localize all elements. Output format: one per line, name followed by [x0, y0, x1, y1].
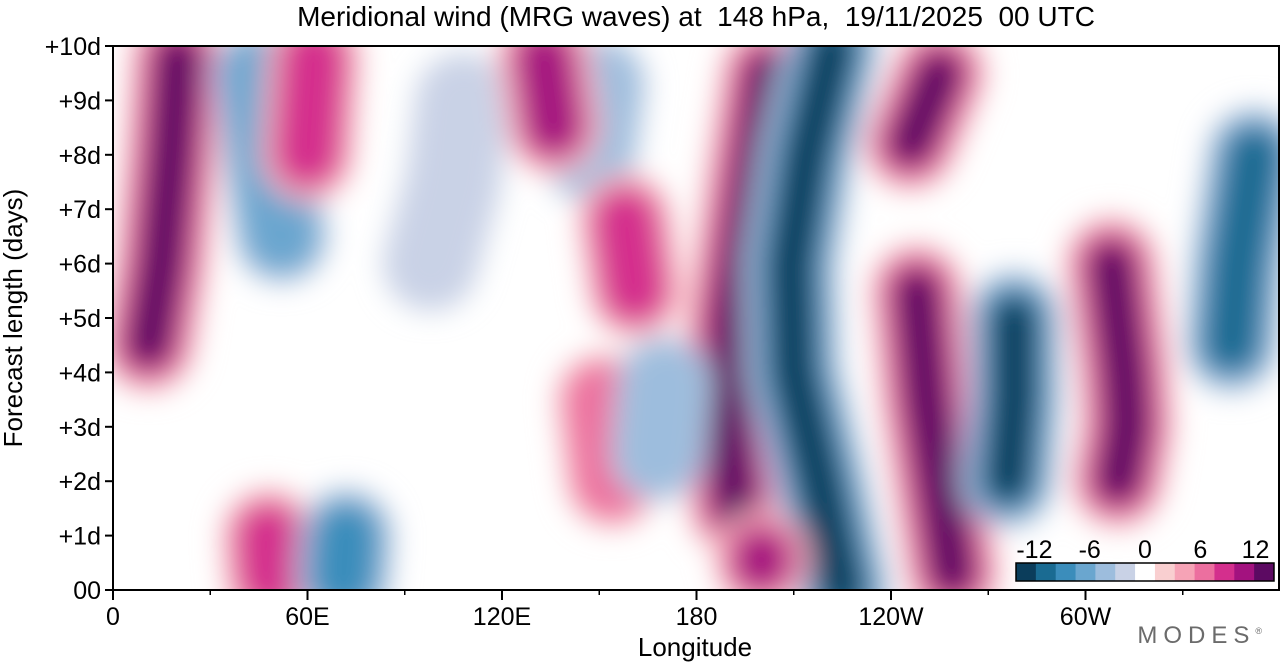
southerly-anomaly-17	[554, 352, 660, 529]
contour-band	[1091, 243, 1148, 502]
contour-band	[895, 58, 955, 159]
contour-band	[237, 504, 303, 590]
northerly-anomaly-3	[383, 52, 511, 312]
brand-mark: ®	[1255, 626, 1262, 636]
colorbar-label: 12	[1242, 536, 1270, 564]
colorbar-swatch	[1154, 563, 1176, 581]
colorbar-label: 0	[1138, 536, 1152, 564]
wind-field	[113, 46, 1280, 590]
northerly-anomaly-18	[610, 335, 712, 502]
southerly-anomaly-14	[221, 488, 320, 590]
y-tick-label: +1d	[59, 523, 101, 551]
contour-band	[902, 276, 968, 589]
colorbar-swatch	[1016, 563, 1037, 581]
wind-anomaly-layer	[113, 46, 1280, 590]
colorbar-swatch	[1174, 563, 1196, 581]
colorbar-swatch	[1115, 563, 1136, 581]
northerly-anomaly-13	[1183, 107, 1280, 393]
colorbar-swatch	[1214, 563, 1235, 581]
colorbar-swatch	[1035, 563, 1057, 581]
x-tick-label: 0	[106, 603, 120, 631]
y-tick-label: +5d	[59, 305, 101, 333]
southerly-anomaly-10	[869, 243, 1001, 590]
brand-logo: MODES®	[1137, 622, 1262, 650]
northerly-anomaly-8	[743, 46, 890, 590]
colorbar: -12 -6 0 6 12	[1015, 536, 1275, 582]
northerly-anomaly-11	[960, 270, 1062, 529]
contour-band	[565, 363, 649, 518]
chart-title: Meridional wind (MRG waves) at 148 hPa, …	[297, 1, 1095, 32]
y-tick-label: +8d	[59, 142, 101, 170]
southerly-anomaly-5	[496, 46, 602, 176]
y-tick-label: +7d	[59, 196, 101, 224]
colorbar-label: -6	[1079, 536, 1101, 564]
y-tick-label: +3d	[59, 414, 101, 442]
colorbar-label: -12	[1016, 536, 1052, 564]
x-axis-label: Longitude	[638, 632, 752, 662]
southerly-anomaly-6	[577, 172, 683, 339]
colorbar-swatch	[1095, 563, 1116, 581]
y-tick-label: +2d	[59, 468, 101, 496]
contour-band	[776, 46, 857, 590]
contour-band	[312, 504, 378, 590]
y-tick-label: +9d	[59, 87, 101, 115]
colorbar-swatch	[1254, 563, 1275, 581]
contour-band	[1205, 129, 1280, 371]
contour-band	[987, 298, 1035, 502]
y-axis-label: Forecast length (days)	[0, 189, 28, 448]
colorbar-swatch	[1075, 563, 1096, 581]
contour-band	[615, 341, 707, 496]
colorbar-swatch	[1234, 563, 1255, 581]
colorbar-swatch	[1194, 563, 1215, 581]
southerly-anomaly-2	[260, 46, 362, 203]
contour-band	[518, 46, 580, 154]
colorbar-frame	[1015, 562, 1275, 582]
southerly-anomaly-12	[1063, 216, 1176, 529]
southerly-anomaly-0	[113, 46, 226, 393]
x-tick-label: 120W	[858, 603, 924, 631]
y-tick-label: +4d	[59, 359, 101, 387]
southerly-anomaly-9	[862, 46, 988, 192]
northerly-anomaly-15	[295, 488, 394, 590]
x-tick-label: 120E	[473, 603, 531, 631]
y-tick-label: +10d	[45, 33, 101, 61]
colorbar-swatch	[1055, 563, 1077, 581]
y-tick-label: +6d	[59, 251, 101, 279]
x-tick-label: 180	[676, 603, 718, 631]
contour-band	[388, 58, 506, 306]
contour-band	[594, 189, 666, 322]
colorbar-label: 6	[1193, 536, 1207, 564]
x-tick-label: 60W	[1060, 603, 1112, 631]
x-tick-label: 60E	[285, 603, 329, 631]
contour-band	[708, 53, 788, 529]
contour-band	[128, 46, 198, 366]
contour-band	[276, 46, 345, 186]
colorbar-swatch	[1135, 563, 1156, 581]
brand-name: MODES	[1137, 622, 1256, 649]
southerly-anomaly-7	[681, 46, 816, 556]
y-tick-label: 00	[73, 577, 101, 605]
